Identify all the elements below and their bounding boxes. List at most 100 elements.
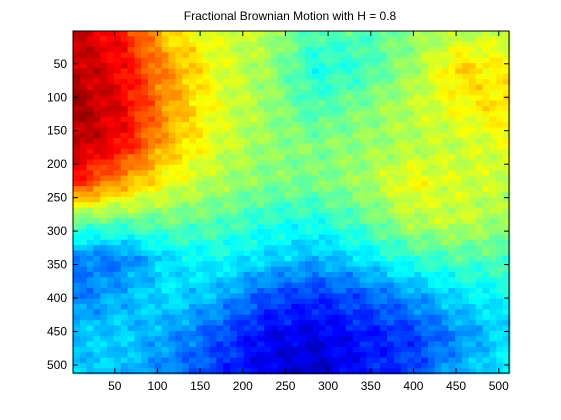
heatmap-cell [407,325,415,332]
heatmap-cell [503,191,511,198]
heatmap-cell [195,320,204,327]
heatmap-cell [189,68,197,75]
heatmap-cell [346,164,354,171]
heatmap-cell [73,186,81,193]
heatmap-cell [427,164,436,171]
heatmap-cell [373,164,381,171]
heatmap-cell [468,223,477,230]
heatmap-cell [421,288,429,294]
heatmap-cell [393,282,402,289]
heatmap-cell [441,180,450,187]
heatmap-cell [325,234,333,241]
heatmap-cell [489,164,497,171]
heatmap-cell [120,213,129,219]
heatmap-cell [127,346,136,353]
heatmap-cell [462,111,470,118]
heatmap-cell [455,362,463,369]
heatmap-cell [434,122,443,128]
heatmap-cell [113,282,122,289]
heatmap-cell [386,100,395,107]
heatmap-cell [154,111,163,118]
heatmap-cell [393,309,402,316]
heatmap-cell [161,309,170,316]
heatmap-cell [455,191,463,198]
heatmap-cell [216,202,224,209]
heatmap-cell [189,218,197,225]
heatmap-cell [100,127,108,134]
heatmap-cell [311,79,320,86]
heatmap-cell [359,105,368,112]
heatmap-cell [421,159,429,166]
heatmap-cell [468,239,477,246]
heatmap-cell [305,362,313,369]
heatmap-cell [298,154,306,161]
heatmap-cell [407,191,415,198]
heatmap-cell [400,314,409,321]
heatmap-cell [229,47,238,54]
heatmap-cell [209,154,217,161]
heatmap-cell [503,100,511,107]
heatmap-cell [325,362,333,369]
heatmap-cell [407,31,415,37]
heatmap-cell [257,36,265,43]
heatmap-cell [421,368,429,375]
heatmap-cell [339,164,347,171]
heatmap-cell [414,304,422,311]
heatmap-cell [168,52,176,59]
x-tick-label: 250 [275,379,295,393]
heatmap-cell [86,352,95,359]
heatmap-cell [229,57,238,64]
heatmap-cell [229,288,238,294]
heatmap-cell [107,175,115,182]
heatmap-cell [393,266,402,273]
heatmap-cell [236,325,245,332]
heatmap-cell [243,143,252,150]
heatmap-cell [257,218,265,225]
heatmap-cell [400,63,409,70]
heatmap-cell [441,298,450,305]
heatmap-cell [120,52,129,59]
heatmap-cell [86,154,95,161]
heatmap-cell [393,132,402,139]
heatmap-cell [448,127,456,134]
heatmap-cell [141,277,149,284]
heatmap-cell [250,207,258,214]
heatmap-cell [352,148,361,155]
heatmap-cell [79,352,88,359]
heatmap-cell [414,288,422,294]
heatmap-cell [462,175,470,182]
heatmap-cell [503,239,511,246]
heatmap-cell [86,277,95,284]
heatmap-cell [73,63,81,70]
heatmap-cell [366,266,374,273]
heatmap-cell [148,57,156,64]
heatmap-cell [100,57,108,64]
heatmap-cell [277,111,286,118]
heatmap-cell [209,57,217,64]
heatmap-cell [482,191,490,198]
heatmap-cell [421,191,429,198]
heatmap-cell [339,282,347,289]
heatmap-cell [359,132,368,139]
heatmap-cell [86,255,95,262]
heatmap-cell [257,250,265,257]
heatmap-cell [462,31,470,37]
heatmap-cell [359,234,368,241]
heatmap-cell [270,223,279,230]
heatmap-cell [120,105,129,112]
heatmap-cell [182,47,190,54]
heatmap-cell [284,68,293,75]
heatmap-cell [223,309,231,316]
heatmap-cell [427,191,436,198]
heatmap-cell [175,245,183,252]
heatmap-cell [141,298,149,305]
heatmap-cell [414,218,422,225]
heatmap-cell [352,52,361,59]
heatmap-cell [113,52,122,59]
heatmap-cell [236,154,245,161]
heatmap-cell [209,336,217,343]
heatmap-cell [134,250,142,257]
heatmap-cell [359,346,368,353]
heatmap-cell [134,314,142,321]
heatmap-cell [284,314,293,321]
